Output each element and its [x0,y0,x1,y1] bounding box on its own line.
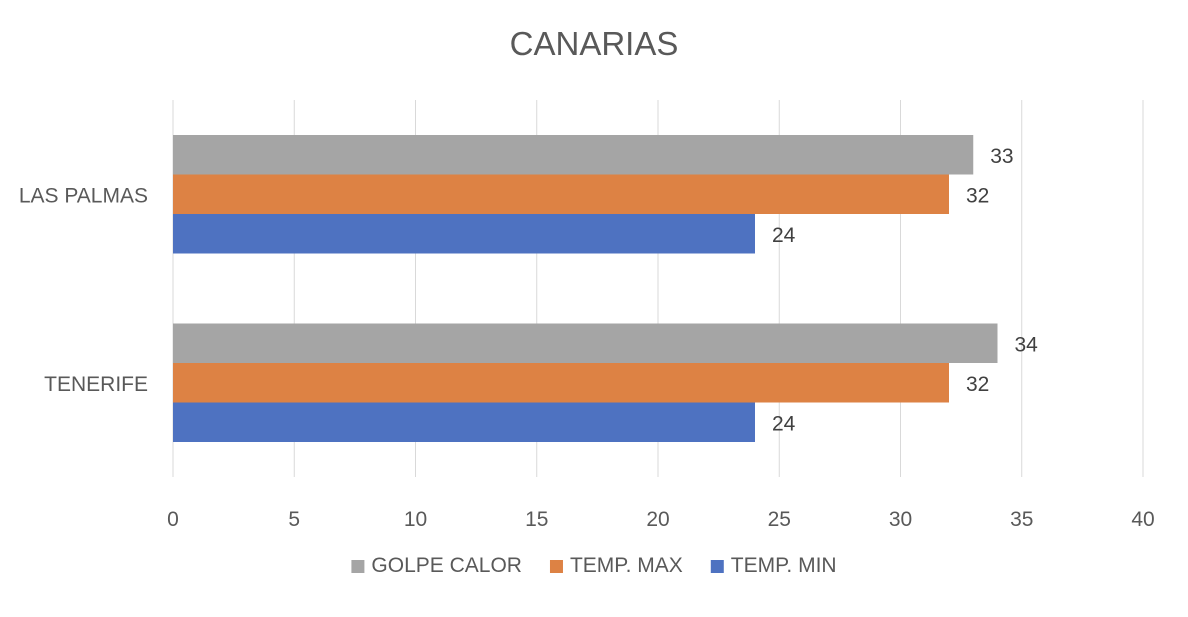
x-tick-label: 10 [404,508,427,531]
bar [173,214,755,254]
legend-label: GOLPE CALOR [371,554,522,577]
x-tick-label: 35 [1010,508,1033,531]
category-label: TENERIFE [44,373,148,396]
legend-label: TEMP. MAX [570,554,683,577]
data-label: 32 [966,184,989,207]
data-label: 33 [990,145,1013,168]
legend-item: TEMP. MAX [549,554,683,577]
bars [173,135,998,442]
legend-swatch [549,560,563,573]
category-label: LAS PALMAS [19,184,148,207]
legend: GOLPE CALOR TEMP. MAX TEMP. MIN [351,554,837,577]
x-tick-label: 30 [889,508,912,531]
legend-item: TEMP. MIN [710,554,837,577]
bar [173,402,755,442]
x-tick-labels: 0 5 10 15 20 25 30 35 40 [167,508,1155,531]
x-tick-label: 15 [525,508,548,531]
data-label: 34 [1015,333,1039,356]
x-tick-label: 20 [646,508,669,531]
bar [173,135,974,175]
bar [173,323,998,363]
chart-title: CANARIAS [510,25,679,62]
legend-swatch [710,560,724,573]
data-label: 32 [966,373,989,396]
x-tick-label: 0 [167,508,179,531]
data-label: 24 [772,224,796,247]
data-label: 24 [772,412,796,435]
x-tick-label: 25 [768,508,791,531]
x-tick-label: 5 [288,508,300,531]
x-tick-label: 40 [1131,508,1154,531]
bar [173,363,949,403]
category-labels: LAS PALMAS TENERIFE [19,184,148,396]
legend-item: GOLPE CALOR [351,554,522,577]
legend-label: TEMP. MIN [731,554,837,577]
legend-swatch [351,560,365,573]
bar [173,174,949,214]
